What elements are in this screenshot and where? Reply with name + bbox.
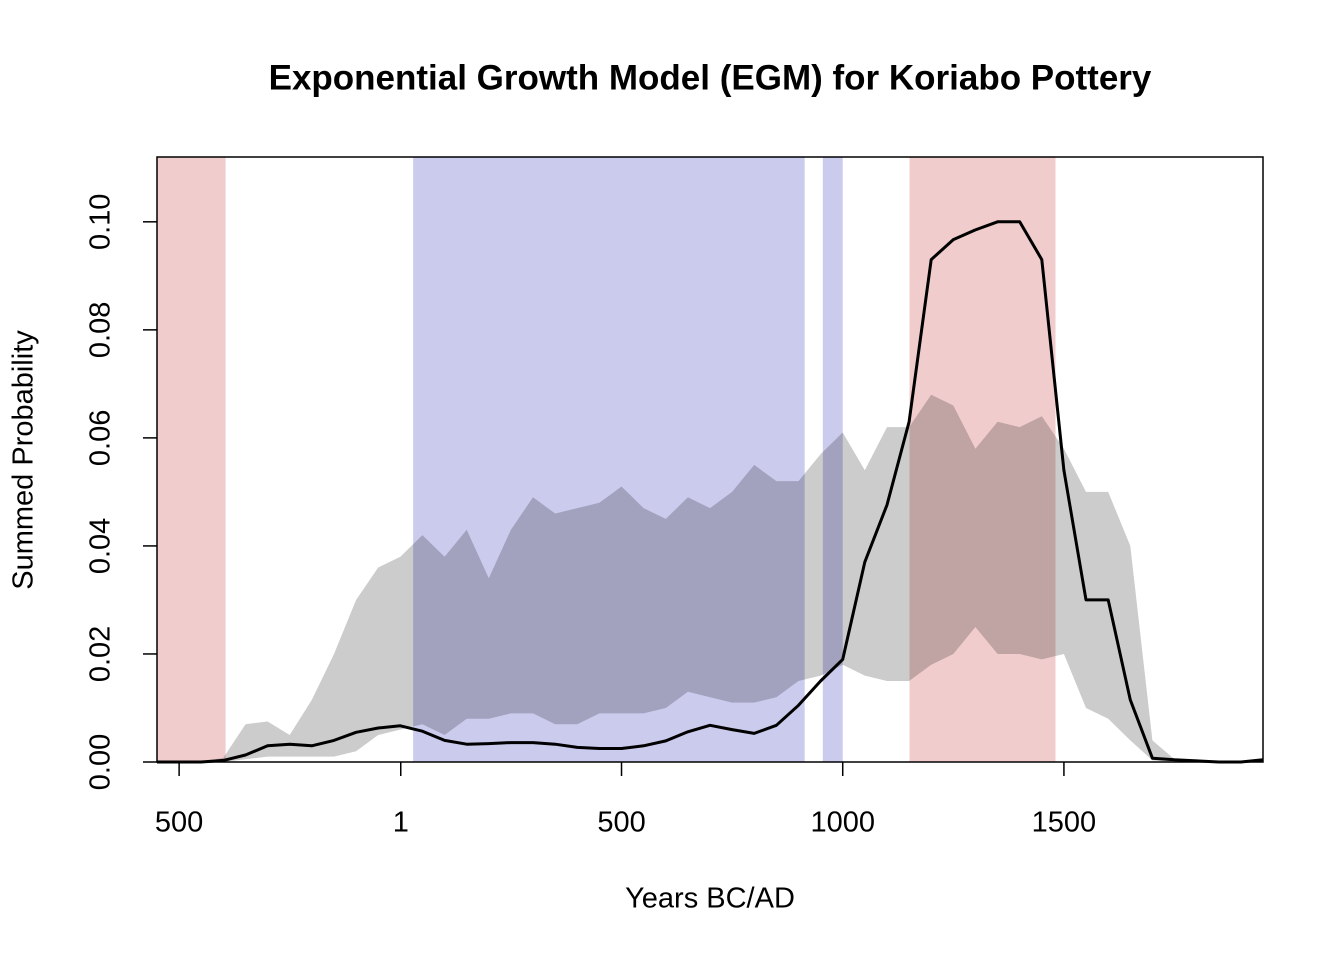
x-tick-label: 1000: [810, 807, 875, 839]
plot-area: [157, 220, 1264, 764]
y-tick-label: 0.10: [85, 194, 117, 250]
y-tick-label: 0.00: [85, 734, 117, 790]
region: [157, 157, 226, 762]
y-tick-label: 0.02: [85, 626, 117, 682]
x-tick-label: 1500: [1032, 807, 1097, 839]
x-tick-label: 500: [597, 807, 645, 839]
envelope: [157, 394, 1263, 762]
y-tick-label: 0.04: [85, 518, 117, 574]
y-tick-label: 0.08: [85, 302, 117, 358]
chart-title: Exponential Growth Model (EGM) for Koria…: [269, 58, 1152, 97]
summed-probability-line: [157, 220, 1264, 764]
y-axis-label: Summed Probability: [8, 330, 40, 590]
regions: [157, 157, 1056, 762]
x-axis-label: Years BC/AD: [625, 883, 795, 915]
plot-frame: [156, 156, 1264, 763]
y-tick-label: 0.06: [85, 410, 117, 466]
x-tick-label: 1: [393, 807, 409, 839]
region: [822, 157, 843, 762]
x-tick-label: 500: [155, 807, 203, 839]
region: [413, 157, 805, 762]
